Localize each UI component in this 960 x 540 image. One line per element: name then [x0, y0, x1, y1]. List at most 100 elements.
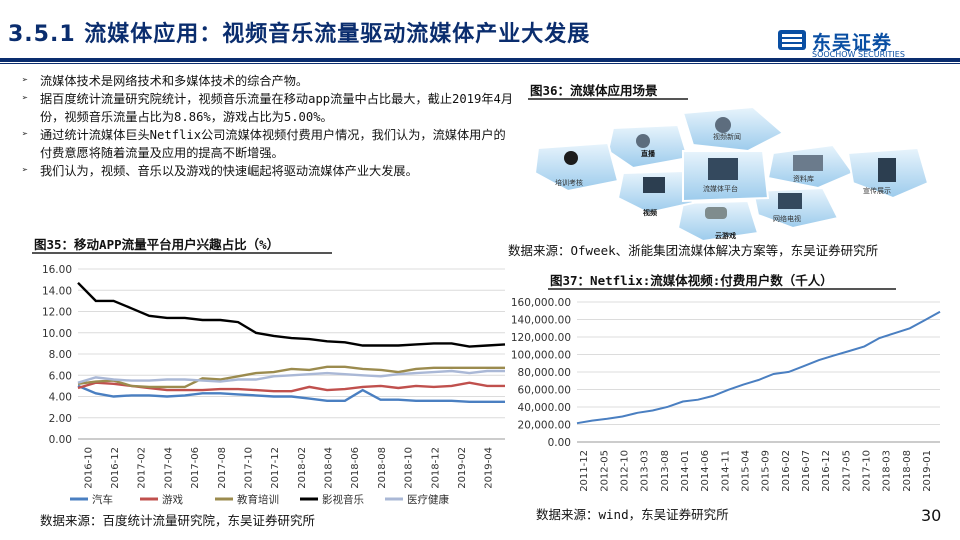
x-tick-label: 2018-06 — [350, 447, 361, 489]
camera-icon — [636, 134, 650, 148]
x-tick-label: 2019-04 — [484, 447, 495, 489]
x-tick-label: 2019-02 — [457, 447, 468, 489]
label-promo: 宣传展示 — [863, 186, 891, 195]
x-tick-label: 2017-10 — [243, 447, 254, 489]
logo-mark-icon — [778, 30, 806, 50]
label-iptv: 网络电视 — [773, 214, 801, 223]
server-icon — [793, 155, 823, 171]
y-tick-label: 12.00 — [42, 307, 72, 319]
series-line-4 — [77, 369, 505, 384]
fig35-title-underline — [32, 252, 332, 254]
x-tick-label: 2015-09 — [761, 450, 772, 492]
y-tick-label: 60,000.00 — [518, 385, 571, 397]
display-icon — [878, 158, 896, 182]
x-tick-label: 2018-02 — [297, 447, 308, 489]
series-line-2 — [77, 365, 505, 389]
x-tick-label: 2017-05 — [841, 450, 852, 492]
bullet-item: ➢ 流媒体技术是网络技术和多媒体技术的综合产物。 — [22, 74, 309, 88]
label-video: 视频 — [643, 208, 657, 217]
film-icon — [643, 177, 665, 193]
x-tick-label: 2013-08 — [660, 450, 671, 492]
x-tick-label: 2017-04 — [163, 447, 174, 489]
x-tick-label: 2014-11 — [720, 450, 731, 492]
page-title: 3.5.1 流媒体应用：视频音乐流量驱动流媒体产业大发展 — [8, 22, 591, 47]
y-tick-label: 140,000.00 — [511, 315, 571, 327]
y-tick-label: 20,000.00 — [518, 420, 571, 432]
y-tick-label: 0.00 — [548, 437, 571, 449]
arrow-bullet-icon: ➢ — [22, 129, 29, 140]
y-tick-label: 10.00 — [42, 328, 72, 340]
arrow-bullet-icon: ➢ — [22, 75, 29, 86]
y-tick-label: 14.00 — [42, 285, 72, 297]
x-tick-label: 2014-06 — [700, 450, 711, 492]
x-tick-label: 2015-04 — [740, 450, 751, 492]
x-tick-label: 2017-12 — [270, 447, 281, 489]
label-video-news: 视频新闻 — [713, 132, 741, 141]
bullet-item: ➢ 据百度统计流量研究院统计，视频音乐流量在移动app流量中占比最大，截止2019… — [22, 92, 514, 124]
tile-live — [606, 123, 690, 170]
label-database: 资料库 — [793, 174, 814, 183]
computer-icon — [708, 158, 738, 180]
y-tick-label: 8.00 — [49, 349, 72, 361]
fig36-title: 图36：流媒体应用场景 — [530, 83, 658, 98]
fig35-chart: 0.00 2.00 4.00 6.00 8.00 10.00 12.00 14.00 16.00… — [42, 264, 506, 506]
fig36-title-underline — [528, 98, 688, 100]
fig37-title: 图37：Netflix:流媒体视频:付费用户数（千人） — [550, 273, 833, 288]
x-tick-label: 2018-08 — [377, 447, 388, 489]
fig35-source: 数据来源：百度统计流量研究院，东吴证券研究所 — [40, 513, 316, 528]
bullet-list: ➢ 流媒体技术是网络技术和多媒体技术的综合产物。 ➢ 据百度统计流量研究院统计，视频… — [22, 72, 514, 180]
y-tick-label: 80,000.00 — [518, 367, 571, 379]
label-platform: 流媒体平台 — [703, 184, 738, 193]
x-tick-label: 2018-04 — [324, 447, 335, 489]
arrow-bullet-icon: ➢ — [22, 93, 29, 104]
fig35-title: 图35：移动APP流量平台用户兴趣占比（%） — [34, 237, 280, 252]
x-tick-label: 2017-02 — [137, 447, 148, 489]
x-tick-label: 2017-06 — [190, 447, 201, 489]
x-tick-label: 2018-10 — [404, 447, 415, 489]
x-tick-label: 2016-12 — [821, 450, 832, 492]
y-tick-label: 16.00 — [42, 264, 72, 276]
x-tick-label: 2012-10 — [619, 450, 630, 492]
legend-label-0: 汽车 — [92, 493, 113, 506]
people-icon — [564, 151, 578, 165]
tv-icon — [778, 193, 802, 209]
tile-training — [533, 141, 620, 193]
y-tick-label: 120,000.00 — [511, 332, 571, 344]
gamepad-icon — [705, 207, 727, 219]
x-tick-label: 2016-07 — [801, 450, 812, 492]
label-live: 直播 — [641, 149, 656, 158]
globe-icon — [715, 117, 731, 133]
tile-cloud-gaming — [676, 199, 760, 243]
y-tick-label: 6.00 — [49, 370, 72, 382]
x-tick-label: 2017-08 — [217, 447, 228, 489]
x-tick-label: 2018-08 — [902, 450, 913, 492]
x-tick-label: 2013-03 — [640, 450, 651, 492]
x-tick-label: 2014-01 — [680, 450, 691, 492]
y-tick-label: 100,000.00 — [511, 350, 571, 362]
series-line-0 — [576, 310, 941, 425]
x-tick-label: 2016-12 — [110, 447, 121, 489]
legend-label-2: 教育培训 — [237, 493, 279, 506]
series-line-3 — [77, 281, 506, 348]
legend-label-3: 影视音乐 — [322, 493, 364, 506]
y-tick-label: 2.00 — [49, 413, 72, 425]
title-divider — [0, 58, 960, 62]
arrow-bullet-icon: ➢ — [22, 165, 29, 176]
logo-text-cn: 东吴证券 — [812, 32, 893, 54]
y-tick-label: 0.00 — [49, 434, 72, 446]
streaming-scenes-diagram: 视频新闻 资料库 宣传展示 网络电视 云游戏 视频 直播 培训考核 流媒体平台 — [533, 105, 930, 243]
title-divider-thin — [0, 63, 960, 64]
fig37-chart: 0.00 20,000.00 40,000.00 60,000.00 80,000.00… — [511, 297, 941, 492]
y-tick-label: 4.00 — [49, 392, 72, 404]
fig36-source: 数据来源：Ofweek、浙能集团流媒体解决方案等，东吴证券研究所 — [508, 243, 879, 258]
label-cloud-gaming: 云游戏 — [715, 231, 736, 240]
x-tick-label: 2011-12 — [579, 450, 590, 492]
scene-tiles — [533, 105, 930, 243]
x-tick-label: 2017-10 — [861, 450, 872, 492]
logo-text-en: SOOCHOW SECURITIES — [812, 50, 905, 59]
y-tick-label: 40,000.00 — [518, 402, 571, 414]
company-logo: 东吴证券 SOOCHOW SECURITIES — [778, 28, 938, 62]
fig37-title-underline — [548, 288, 896, 290]
x-tick-label: 2018-03 — [882, 450, 893, 492]
series-line-0 — [77, 384, 505, 404]
